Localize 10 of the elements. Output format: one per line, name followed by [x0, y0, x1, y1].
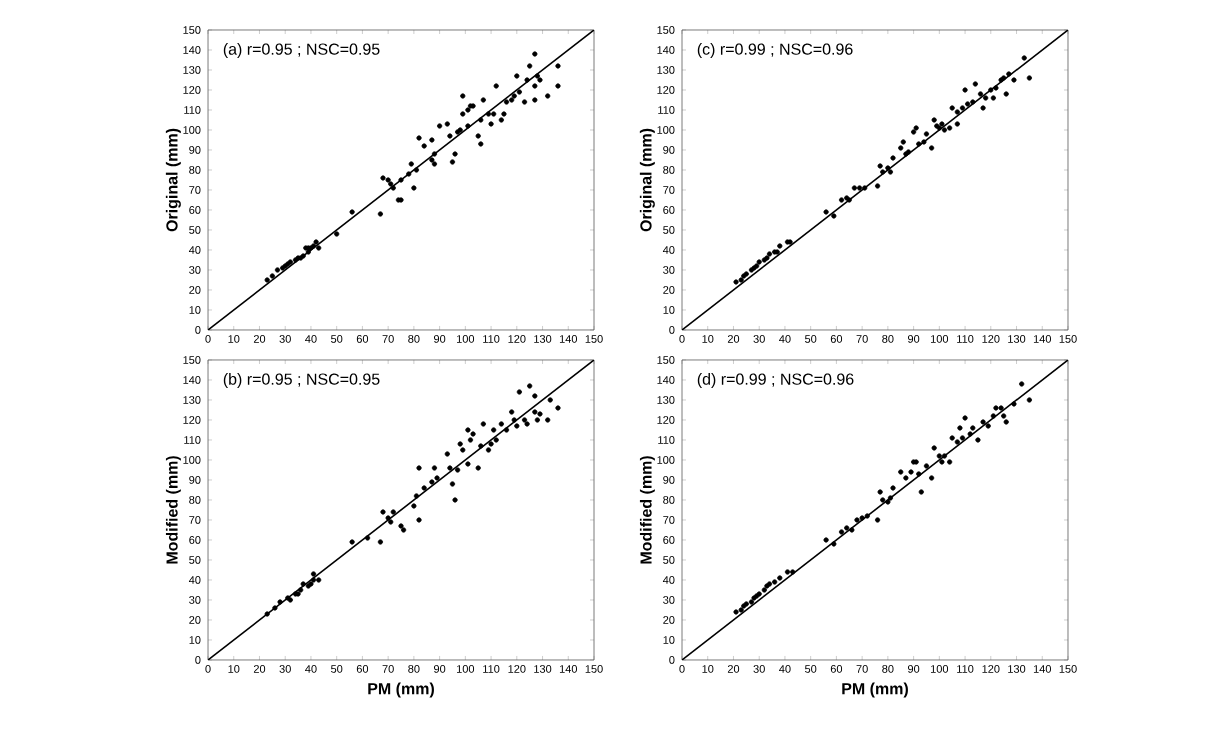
y-axis-title: Original (mm) [639, 128, 655, 232]
annotation: (c) r=0.99 ; NSC=0.96 [697, 43, 853, 58]
y-axis-title: Modified (mm) [165, 456, 181, 564]
annotation: (a) r=0.95 ; NSC=0.95 [223, 43, 380, 58]
x-axis-title: PM (mm) [842, 682, 908, 698]
x-axis-title: PM (mm) [368, 682, 434, 698]
y-axis-title: Modified (mm) [639, 456, 655, 564]
annotation: (b) r=0.95 ; NSC=0.95 [223, 373, 380, 388]
annotation: (d) r=0.99 ; NSC=0.96 [697, 373, 854, 388]
y-axis-title: Original (mm) [165, 128, 181, 232]
